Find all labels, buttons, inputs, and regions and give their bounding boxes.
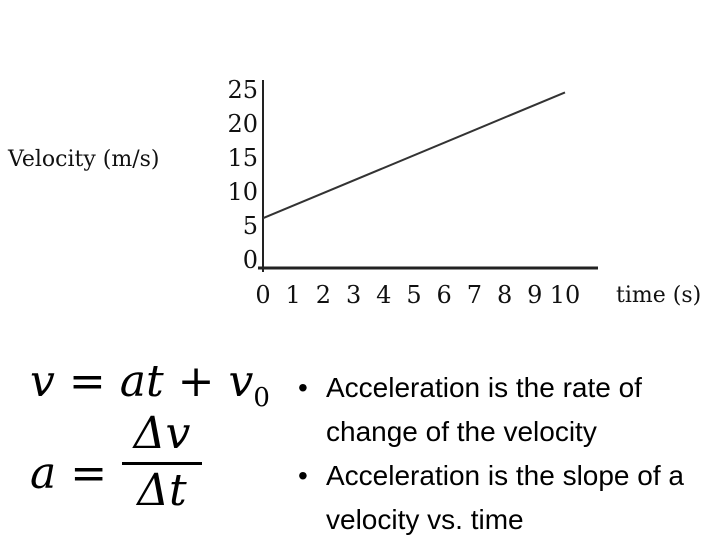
x-tick-label: 10 — [550, 281, 581, 309]
x-tick-label: 2 — [316, 281, 331, 309]
velocity-equation: v = at + v0 — [30, 356, 270, 413]
y-tick-label: 0 — [243, 246, 258, 274]
x-tick-label: 8 — [497, 281, 512, 309]
x-tick-label: 4 — [376, 281, 391, 309]
x-tick-label: 6 — [437, 281, 452, 309]
fraction-numerator: Δv — [133, 408, 191, 459]
x-tick-label: 0 — [255, 281, 270, 309]
y-tick-label: 25 — [227, 76, 258, 104]
y-tick-label: 10 — [227, 178, 258, 206]
fraction-denominator: Δt — [137, 465, 187, 516]
x-tick-labels: 0 1 2 3 4 5 6 7 8 9 10 — [255, 281, 580, 309]
y-axis-label: Velocity (m/s) — [7, 147, 160, 172]
series-group — [262, 91, 566, 220]
velocity-line — [262, 91, 566, 220]
bullet-item: Acceleration is the rate of change of th… — [296, 366, 711, 454]
x-tick-label: 9 — [527, 281, 542, 309]
bullet-list: Acceleration is the rate of change of th… — [296, 366, 711, 542]
y-tick-label: 15 — [227, 144, 258, 172]
y-tick-labels: 0 5 10 15 20 25 — [227, 76, 258, 274]
y-tick-label: 20 — [227, 110, 258, 138]
x-tick-label: 5 — [406, 281, 421, 309]
bullet-item: Acceleration is the slope of a velocity … — [296, 454, 711, 542]
x-tick-label: 1 — [286, 281, 301, 309]
x-tick-label: 7 — [467, 281, 482, 309]
x-tick-label: 3 — [346, 281, 361, 309]
x-axis-label: time (s) — [616, 283, 701, 308]
y-tick-label: 5 — [243, 212, 258, 240]
fraction: Δv Δt — [122, 412, 202, 517]
fraction-bar — [122, 462, 202, 465]
